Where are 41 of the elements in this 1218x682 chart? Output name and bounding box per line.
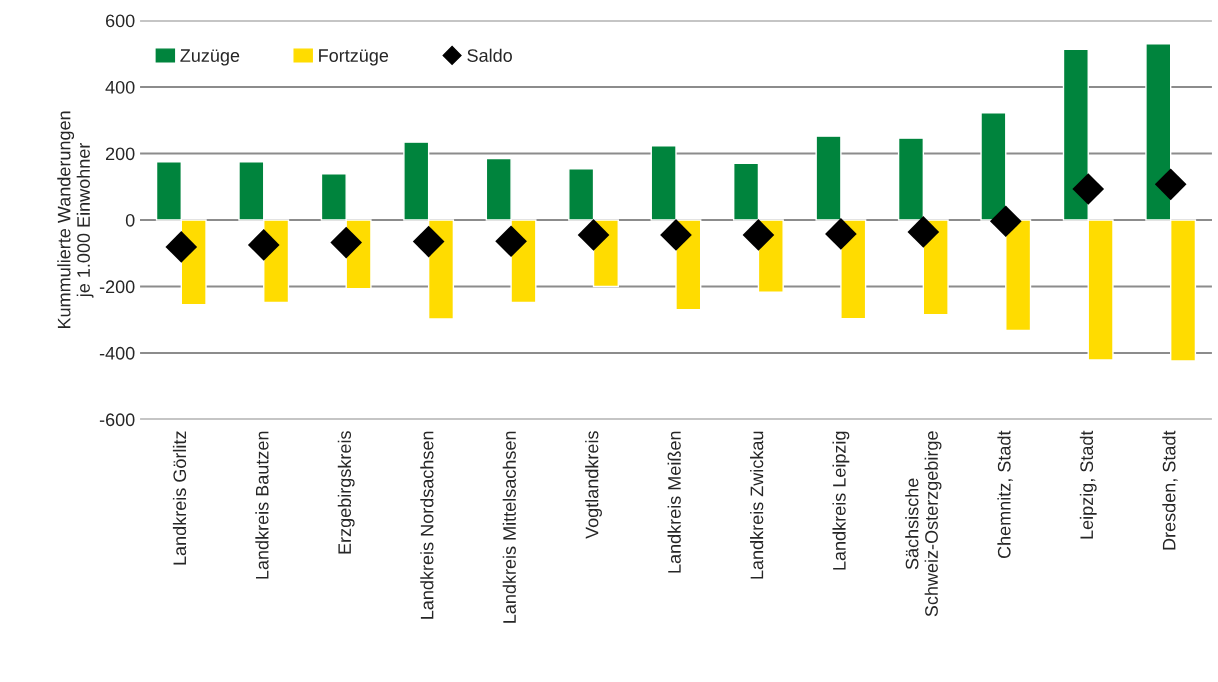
- point: [495, 225, 527, 258]
- y-axis-title: Kummulierte Wanderungen je 1.000 Einwohner: [57, 111, 94, 329]
- y-tick-label: -200: [99, 280, 135, 294]
- bar: [897, 137, 925, 221]
- point: [247, 229, 280, 261]
- legend-label: Fortzüge: [319, 49, 389, 66]
- point: [660, 219, 692, 251]
- x-tick-label: Landkreis Meißen: [667, 431, 681, 573]
- x-tick-label: Landkreis Leipzig: [832, 431, 850, 570]
- x-tick-label: Leipzig, Stadt: [1079, 430, 1097, 539]
- point: [989, 205, 1022, 238]
- bar: [815, 135, 842, 221]
- point: [1154, 168, 1187, 201]
- bar: [980, 112, 1007, 221]
- x-tick-label: Landkreis Mittelsachsen: [502, 431, 516, 623]
- point: [907, 216, 940, 248]
- y-tick-label: 600: [106, 14, 135, 28]
- y-tick-label: 200: [106, 147, 135, 161]
- x-tick-label: Vogtlandkreis: [585, 431, 602, 539]
- y-tick-label: 400: [105, 80, 135, 94]
- x-tick-label: Sächsische Schweiz-Osterzgebirge: [905, 431, 942, 617]
- point: [577, 219, 610, 251]
- legend-label: Zuzüge: [180, 49, 240, 66]
- point: [412, 225, 445, 258]
- y-tick-label: 0: [125, 213, 135, 227]
- point: [330, 226, 363, 259]
- point: [825, 218, 857, 250]
- x-tick-label: Erzgebirgskreis: [337, 431, 355, 554]
- x-tick-label: Landkreis Bautzen: [255, 431, 269, 579]
- legend-label: Saldo: [467, 48, 512, 62]
- x-tick-label: Landkreis Zwickau: [750, 431, 764, 579]
- x-tick-label: Chemnitz, Stadt: [997, 430, 1013, 559]
- x-tick-label: Dresden, Stadt: [1162, 430, 1178, 550]
- y-tick-label: -600: [99, 413, 135, 427]
- point: [1072, 173, 1105, 205]
- point: [165, 231, 198, 263]
- x-tick-label: Landkreis Görlitz: [172, 431, 187, 565]
- point: [742, 219, 775, 251]
- y-tick-label: -400: [99, 346, 135, 360]
- x-tick-label: Landkreis Nordsachsen: [420, 431, 434, 619]
- bar: [1005, 219, 1032, 332]
